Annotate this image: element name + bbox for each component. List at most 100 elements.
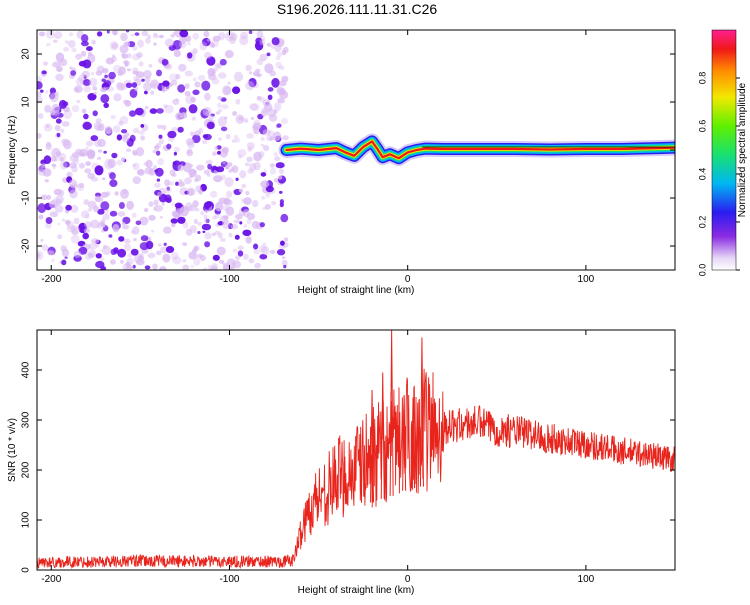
noise-speckle xyxy=(97,156,102,160)
noise-speckle xyxy=(232,111,238,116)
noise-speckle xyxy=(241,198,245,203)
noise-speckle xyxy=(172,31,176,36)
noise-speckle xyxy=(201,80,211,91)
noise-speckle xyxy=(255,68,261,73)
noise-speckle xyxy=(253,243,259,250)
noise-speckle xyxy=(106,86,115,92)
noise-speckle xyxy=(179,30,189,38)
noise-speckle xyxy=(153,199,159,206)
noise-speckle xyxy=(109,179,118,187)
noise-speckle xyxy=(148,63,153,68)
noise-speckle xyxy=(121,129,128,134)
noise-speckle xyxy=(190,264,195,268)
noise-speckle xyxy=(220,126,228,132)
noise-speckle xyxy=(71,47,77,53)
noise-speckle xyxy=(82,79,91,86)
noise-speckle xyxy=(266,42,272,47)
noise-speckle xyxy=(192,116,196,121)
noise-speckle xyxy=(247,146,253,152)
noise-speckle xyxy=(214,146,219,151)
noise-speckle xyxy=(164,179,171,187)
noise-speckle xyxy=(66,221,75,229)
noise-speckle xyxy=(144,167,154,175)
noise-speckle xyxy=(156,250,162,256)
snr-marks xyxy=(37,330,675,570)
noise-speckle xyxy=(57,234,63,240)
noise-speckle xyxy=(242,117,249,123)
noise-speckle xyxy=(253,161,261,171)
noise-speckle xyxy=(65,204,72,211)
noise-speckle xyxy=(200,183,207,192)
noise-speckle xyxy=(182,259,187,263)
noise-speckle xyxy=(113,93,122,102)
noise-speckle xyxy=(70,204,79,213)
colorbar-tick-label: 0.8 xyxy=(697,72,707,85)
noise-speckle xyxy=(217,96,223,100)
noise-speckle xyxy=(190,131,195,137)
noise-speckle xyxy=(200,211,204,216)
spectrogram-x-axis: -200 -100 0 100 xyxy=(41,30,595,285)
noise-speckle xyxy=(260,143,265,147)
noise-speckle xyxy=(189,163,194,168)
noise-speckle xyxy=(44,179,49,183)
noise-speckle xyxy=(153,206,157,211)
noise-speckle xyxy=(113,30,118,36)
noise-speckle xyxy=(103,150,107,154)
noise-speckle xyxy=(231,165,239,174)
noise-speckle xyxy=(158,34,164,39)
noise-speckle xyxy=(156,178,161,182)
noise-speckle xyxy=(81,70,90,78)
noise-speckle xyxy=(182,221,189,229)
noise-speckle xyxy=(212,35,221,42)
noise-speckle xyxy=(172,98,180,105)
noise-speckle xyxy=(90,219,100,229)
noise-speckle xyxy=(124,243,131,252)
noise-speckle xyxy=(202,106,212,116)
noise-speckle xyxy=(106,30,110,34)
noise-speckle xyxy=(208,114,215,120)
noise-speckle xyxy=(187,188,194,196)
noise-speckle xyxy=(222,205,229,212)
noise-speckle xyxy=(173,146,180,153)
noise-speckle xyxy=(91,238,100,244)
noise-speckle xyxy=(162,253,171,263)
noise-speckle xyxy=(216,246,226,256)
colorbar-gradient xyxy=(711,29,737,271)
noise-speckle xyxy=(280,117,288,125)
noise-speckle xyxy=(219,58,227,66)
noise-speckle xyxy=(239,221,243,225)
noise-speckle xyxy=(130,33,134,37)
noise-speckle xyxy=(135,147,145,157)
noise-speckle xyxy=(163,226,172,234)
noise-speckle xyxy=(94,195,102,202)
noise-speckle xyxy=(43,61,48,66)
noise-speckle xyxy=(40,89,44,93)
noise-speckle xyxy=(240,31,249,40)
noise-speckle xyxy=(235,177,239,181)
noise-speckle xyxy=(87,51,93,57)
noise-speckle xyxy=(203,169,210,175)
noise-speckle xyxy=(61,121,70,127)
noise-speckle xyxy=(86,150,92,156)
noise-speckle xyxy=(127,41,136,48)
noise-speckle xyxy=(260,136,265,142)
noise-speckle xyxy=(275,162,285,169)
noise-speckle xyxy=(110,114,116,120)
noise-speckle xyxy=(98,123,105,131)
noise-speckle xyxy=(178,63,187,72)
noise-speckle xyxy=(212,151,218,156)
noise-speckle xyxy=(102,177,106,180)
snr-spike xyxy=(370,389,375,503)
noise-speckle xyxy=(157,157,165,166)
noise-speckle xyxy=(126,148,131,153)
noise-speckle xyxy=(273,152,278,157)
noise-speckle xyxy=(237,245,244,251)
noise-speckle xyxy=(276,123,282,128)
noise-speckle xyxy=(210,265,218,270)
noise-speckle xyxy=(279,202,284,208)
noise-speckle xyxy=(211,38,219,48)
snr-y-tick-label: 200 xyxy=(21,461,32,478)
noise-speckle xyxy=(156,69,162,77)
noise-speckle xyxy=(117,248,127,258)
